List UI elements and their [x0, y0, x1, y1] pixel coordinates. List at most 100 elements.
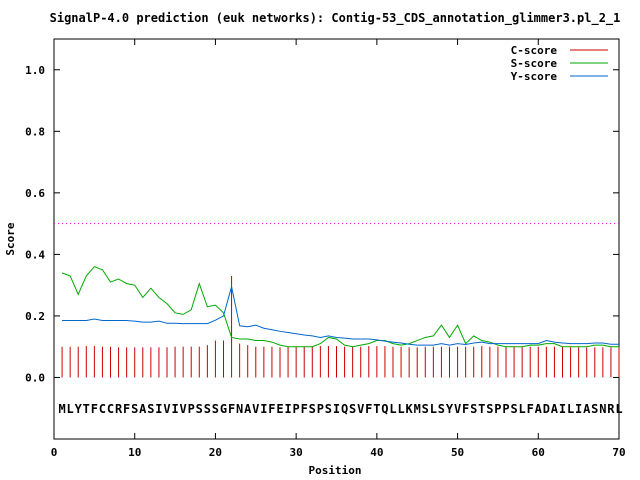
sequence-residue: E [276, 402, 283, 416]
sequence-residue: S [486, 402, 493, 416]
sequence-residue: P [188, 402, 195, 416]
sequence-residue: C [107, 402, 114, 416]
sequence-residue: F [228, 402, 235, 416]
sequence-residue: V [163, 402, 170, 416]
x-tick-label: 20 [209, 446, 222, 459]
y-tick-label: 1.0 [25, 64, 45, 77]
sequence-residue: S [349, 402, 356, 416]
x-tick-label: 50 [451, 446, 464, 459]
x-tick-label: 0 [51, 446, 58, 459]
legend-label-s-score: S-score [511, 57, 558, 70]
sequence-residue: L [397, 402, 404, 416]
sequence-residue: P [317, 402, 324, 416]
sequence-residue: I [559, 402, 566, 416]
sequence-residue: V [454, 402, 461, 416]
sequence-residue: F [527, 402, 534, 416]
sequence-residue: S [591, 402, 598, 416]
sequence-residue: R [115, 402, 123, 416]
sequence-residue: I [575, 402, 582, 416]
sequence-residue: N [599, 402, 606, 416]
s-score-line [61, 266, 619, 348]
sequence-residue: G [220, 402, 227, 416]
sequence-residue: A [244, 402, 252, 416]
sequence-residue: S [131, 402, 138, 416]
sequence-residue: F [365, 402, 372, 416]
sequence-residue: V [252, 402, 259, 416]
sequence-residue: Q [381, 402, 388, 416]
sequence-residue: T [373, 402, 380, 416]
sequence-residue: L [67, 402, 74, 416]
x-tick-label: 60 [532, 446, 545, 459]
sequence-residue: V [180, 402, 187, 416]
chart-title: SignalP-4.0 prediction (euk networks): C… [50, 11, 621, 26]
sequence-residue: T [478, 402, 485, 416]
sequence-residue: P [502, 402, 509, 416]
sequence-residue: M [58, 402, 65, 416]
sequence-residue: V [357, 402, 364, 416]
sequence-residue: I [171, 402, 178, 416]
plot-frame [53, 38, 620, 440]
sequence-residue: F [123, 402, 130, 416]
sequence-residue: T [83, 402, 90, 416]
sequence-residue: I [284, 402, 291, 416]
sequence-residue: A [535, 402, 543, 416]
sequence-residue: S [196, 402, 203, 416]
sequence-residue: S [147, 402, 154, 416]
c-score-series [61, 275, 620, 378]
sequence-residue: P [494, 402, 501, 416]
sequence-residue: S [510, 402, 517, 416]
sequence-residue: F [268, 402, 275, 416]
x-axis-label: Position [309, 464, 362, 477]
sequence-residue: Y [446, 402, 454, 416]
y-score-series [62, 286, 619, 346]
series-layer [61, 266, 620, 378]
sequence-residue: Y [75, 402, 83, 416]
sequence-residue: S [438, 402, 445, 416]
sequence-residue: K [406, 402, 414, 416]
tick-layer: 0.0 0.2 0.4 0.6 0.8 1.0 0 10 20 30 40 50 60 70 [25, 39, 626, 459]
sequence-residue: I [155, 402, 162, 416]
sequence-residue: Q [341, 402, 348, 416]
sequence-residue: S [422, 402, 429, 416]
sequence-residue: F [462, 402, 469, 416]
y-tick-label: 0.0 [25, 371, 45, 384]
x-tick-label: 30 [290, 446, 303, 459]
sequence-residue: R [607, 402, 615, 416]
y-tick-label: 0.2 [25, 310, 45, 323]
y-tick-label: 0.6 [25, 187, 45, 200]
sequence-residue: S [204, 402, 211, 416]
legend-label-c-score: C-score [511, 44, 558, 57]
y-axis-label: Score [4, 222, 17, 255]
sequence-residue: L [389, 402, 396, 416]
sequence-residue: D [543, 402, 550, 416]
sequence-residue: F [301, 402, 308, 416]
sequence-residue: S [309, 402, 316, 416]
x-tick-label: 70 [612, 446, 625, 459]
sequence-residue: M [414, 402, 421, 416]
legend-label-y-score: Y-score [511, 70, 558, 83]
sequence-residue: S [470, 402, 477, 416]
sequence-residue: A [583, 402, 591, 416]
sequence-residue: S [212, 402, 219, 416]
sequence-residue: S [325, 402, 332, 416]
sequence-residue: F [91, 402, 98, 416]
sequence-residue: I [333, 402, 340, 416]
x-tick-label: 40 [370, 446, 383, 459]
sequence-residue: L [567, 402, 574, 416]
sequence-residue: L [430, 402, 437, 416]
sequence-residue: A [139, 402, 147, 416]
sequence-residue: P [293, 402, 300, 416]
sequence-residue: L [519, 402, 526, 416]
sequence-residue: L [615, 402, 622, 416]
sequence-residue: C [99, 402, 106, 416]
y-tick-label: 0.8 [25, 125, 45, 138]
sequence-residue: I [260, 402, 267, 416]
s-score-series [61, 266, 619, 348]
sequence-residue: N [236, 402, 243, 416]
y-score-line [62, 286, 619, 346]
x-tick-label: 10 [128, 446, 141, 459]
sequence-residue: A [551, 402, 559, 416]
